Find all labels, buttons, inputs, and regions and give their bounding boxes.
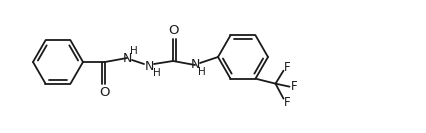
Text: N: N: [190, 59, 199, 72]
Text: H: H: [198, 67, 205, 77]
Text: O: O: [100, 86, 110, 99]
Text: F: F: [284, 61, 290, 74]
Text: F: F: [284, 96, 290, 109]
Text: O: O: [168, 24, 179, 38]
Text: N: N: [144, 59, 153, 72]
Text: H: H: [153, 68, 161, 78]
Text: F: F: [291, 80, 297, 93]
Text: H: H: [130, 46, 138, 56]
Text: N: N: [122, 51, 131, 65]
